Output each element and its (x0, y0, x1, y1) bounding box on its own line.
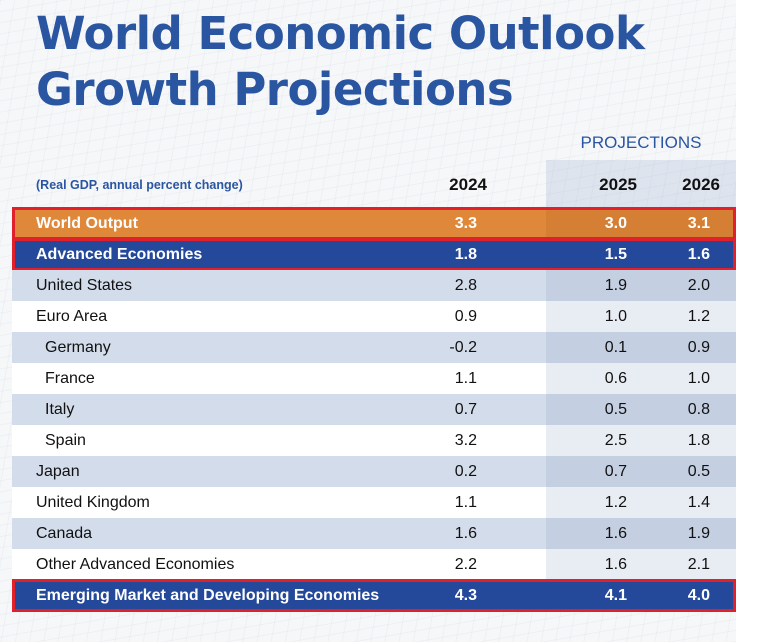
projection-shade (546, 363, 736, 394)
value-2024: 3.2 (454, 431, 477, 449)
value-2024: 4.3 (454, 586, 477, 604)
table-row: Advanced Economies 1.8 1.5 1.6 (12, 239, 736, 270)
value-2025: 0.5 (604, 400, 627, 418)
value-2026: 1.0 (687, 369, 710, 387)
projection-shade (546, 487, 736, 518)
projection-shade (546, 425, 736, 456)
value-2025: 1.9 (604, 276, 627, 294)
projection-shade (546, 208, 736, 239)
row-label: Germany (45, 338, 111, 356)
value-2026: 4.0 (687, 586, 710, 604)
table-row: United States 2.8 1.9 2.0 (12, 270, 736, 301)
value-2026: 2.0 (687, 276, 710, 294)
table-row: Spain 3.2 2.5 1.8 (12, 425, 736, 456)
value-2025: 0.6 (604, 369, 627, 387)
projection-shade (546, 456, 736, 487)
value-2025: 1.6 (604, 555, 627, 573)
table-row: Canada 1.6 1.6 1.9 (12, 518, 736, 549)
row-label: United Kingdom (36, 493, 150, 511)
value-2024: 2.8 (454, 276, 477, 294)
year-header-2024: 2024 (449, 175, 487, 194)
projection-shade (546, 270, 736, 301)
right-margin (736, 0, 766, 642)
value-2026: 1.6 (687, 245, 710, 263)
row-label: Japan (36, 462, 80, 480)
value-2024: 0.9 (454, 307, 477, 325)
projection-shade (546, 549, 736, 580)
value-2024: -0.2 (449, 338, 477, 356)
value-2025: 3.0 (604, 214, 627, 232)
value-2025: 1.6 (604, 524, 627, 542)
value-2026: 3.1 (687, 214, 710, 232)
growth-table: World Output 3.3 3.0 3.1 Advanced Economies 1… (12, 207, 736, 612)
value-2026: 1.8 (687, 431, 710, 449)
row-label: Spain (45, 431, 86, 449)
row-label: Euro Area (36, 307, 108, 325)
value-2026: 0.5 (687, 462, 710, 480)
value-2024: 2.2 (454, 555, 477, 573)
projection-shade (546, 332, 736, 363)
projection-shade (546, 518, 736, 549)
value-2024: 1.8 (454, 245, 477, 263)
table-row: World Output 3.3 3.0 3.1 (12, 208, 736, 239)
value-2026: 0.9 (687, 338, 710, 356)
row-label: United States (36, 276, 133, 294)
value-2026: 1.9 (687, 524, 710, 542)
table-row: Emerging Market and Developing Economies… (12, 580, 736, 611)
value-2024: 0.7 (454, 400, 477, 418)
title-line-2: Growth Projections (36, 63, 514, 116)
value-2025: 0.1 (604, 338, 627, 356)
value-2025: 2.5 (604, 431, 627, 449)
value-2025: 1.2 (604, 493, 627, 511)
value-2026: 1.4 (687, 493, 710, 511)
row-label: Italy (45, 400, 75, 418)
year-header-2026: 2026 (682, 175, 720, 194)
table-row: Japan 0.2 0.7 0.5 (12, 456, 736, 487)
year-header-2025: 2025 (599, 175, 637, 194)
value-2024: 1.6 (454, 524, 477, 542)
table-row: Italy 0.7 0.5 0.8 (12, 394, 736, 425)
value-2026: 1.2 (687, 307, 710, 325)
value-2024: 1.1 (454, 369, 477, 387)
table-row: Germany -0.2 0.1 0.9 (12, 332, 736, 363)
projection-shade (546, 394, 736, 425)
row-label: Other Advanced Economies (36, 555, 235, 573)
value-2026: 2.1 (687, 555, 710, 573)
row-label: World Output (36, 214, 138, 232)
title-line-1: World Economic Outlook (36, 7, 645, 60)
value-2024: 0.2 (454, 462, 477, 480)
value-2024: 3.3 (454, 214, 477, 232)
value-2025: 1.5 (604, 245, 627, 263)
value-2025: 0.7 (604, 462, 627, 480)
table-row: Euro Area 0.9 1.0 1.2 (12, 301, 736, 332)
table-row: France 1.1 0.6 1.0 (12, 363, 736, 394)
table-subtitle: (Real GDP, annual percent change) (36, 178, 243, 192)
value-2025: 4.1 (604, 586, 627, 604)
projection-shade (546, 301, 736, 332)
row-label: France (45, 369, 95, 387)
value-2025: 1.0 (604, 307, 627, 325)
table-row: United Kingdom 1.1 1.2 1.4 (12, 487, 736, 518)
projections-label: PROJECTIONS (580, 133, 702, 152)
table-row: Other Advanced Economies 2.2 1.6 2.1 (12, 549, 736, 580)
page-title: World Economic Outlook Growth Projection… (36, 6, 645, 118)
value-2024: 1.1 (454, 493, 477, 511)
row-label: Advanced Economies (36, 245, 203, 263)
row-label: Emerging Market and Developing Economies (36, 586, 380, 604)
value-2026: 0.8 (687, 400, 710, 418)
row-label: Canada (36, 524, 93, 542)
